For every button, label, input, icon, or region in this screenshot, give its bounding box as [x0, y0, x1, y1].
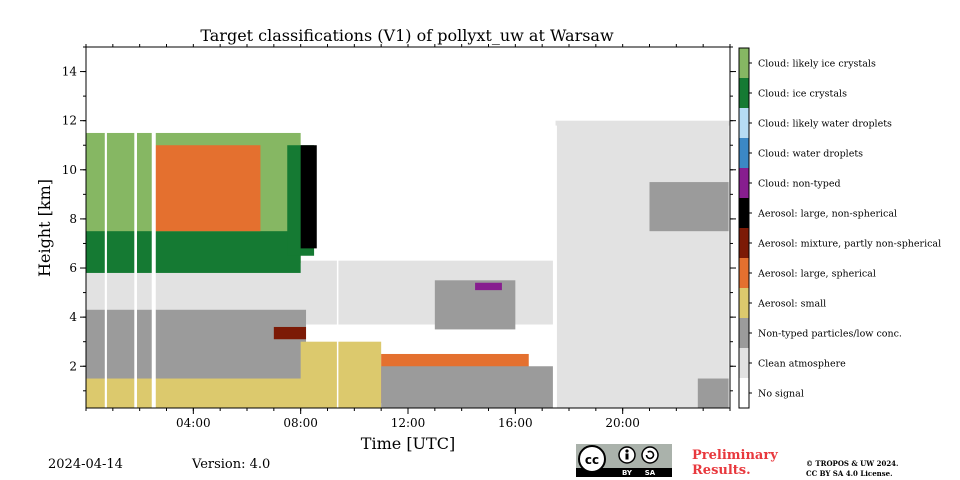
class-region-8 [300, 341, 382, 408]
colorbar-class-label: Cloud: water droplets [758, 149, 863, 160]
copyright-note: © TROPOS & UW 2024. CC BY SA 4.0 License… [806, 459, 899, 479]
class-region-14 [697, 378, 730, 408]
class-region-5 [153, 145, 261, 232]
date-label: 2024-04-14 [48, 457, 123, 472]
class-colorbar: Cloud: likely ice crystals Cloud: ice cry… [738, 47, 941, 409]
classification-detail-layer [104, 125, 731, 409]
no-signal-gap-2 [151, 125, 156, 409]
colorbar-class-label: Aerosol: large, spherical [757, 269, 876, 280]
x-tick-label: 12:00 [391, 416, 426, 430]
colorbar-class-label: Aerosol: small [757, 299, 826, 310]
no-signal-gap-1 [134, 125, 137, 409]
x-tick-label: 08:00 [283, 416, 318, 430]
copyright-line-1: © TROPOS & UW 2024. [806, 459, 899, 468]
by-label: BY [622, 469, 633, 477]
colorbar-class-label: Aerosol: mixture, partly non-spherical [757, 239, 941, 250]
colorbar-class-label: Clean atmosphere [758, 359, 846, 370]
colorbar-class-label: Aerosol: large, non-spherical [757, 209, 897, 220]
preliminary-results-note: Preliminary Results. [692, 448, 778, 478]
sa-label: SA [645, 469, 656, 477]
colorbar-segment [739, 198, 749, 228]
mixture-aerosol-band [273, 326, 307, 340]
x-tick-label: 04:00 [176, 416, 211, 430]
cc-license-badge: cc BY SA [576, 444, 672, 477]
y-tick-label: 4 [69, 310, 77, 324]
class-region-10 [381, 366, 553, 408]
y-tick-label: 14 [62, 65, 78, 79]
no-signal-gap-0 [104, 125, 107, 409]
y-tick-label: 2 [69, 359, 77, 373]
cc-icon-label: cc [585, 453, 599, 467]
colorbar-frame [738, 47, 750, 409]
x-tick-label: 20:00 [605, 416, 640, 430]
class-region-4 [86, 231, 301, 273]
y-tick-label: 6 [69, 261, 77, 275]
y-tick-label: 10 [62, 163, 77, 177]
colorbar-segment [739, 318, 749, 348]
no-signal-gap-3 [336, 125, 339, 409]
colorbar-class-label: Cloud: non-typed [758, 179, 841, 190]
colorbar-segment [739, 168, 749, 198]
copyright-line-2: CC BY SA 4.0 License. [806, 469, 893, 478]
chart-title: Target classifications (V1) of pollyxt_u… [200, 26, 614, 45]
no-signal-gap-5 [728, 125, 731, 409]
x-tick-label: 16:00 [498, 416, 533, 430]
class-region-13 [649, 182, 730, 232]
colorbar-segment [739, 48, 749, 78]
x-axis: 04:00 08:00 12:00 16:00 20:00 [85, 44, 731, 430]
y-axis: 2 4 6 8 10 12 14 [62, 46, 736, 392]
colorbar-segment [739, 78, 749, 108]
y-tick-label: 12 [62, 114, 77, 128]
no-signal-gap-4 [553, 125, 557, 409]
colorbar-class-label: Cloud: likely ice crystals [758, 59, 876, 70]
colorbar-segment [739, 288, 749, 318]
class-region-1 [86, 309, 307, 391]
colorbar-segment [739, 228, 749, 258]
class-region-12 [555, 120, 730, 409]
preliminary-line-2: Results. [692, 463, 751, 478]
colorbar-segment [739, 138, 749, 168]
colorbar-segment [739, 348, 749, 378]
classification-data-layer [86, 120, 730, 409]
non-typed-cloud-patch [475, 282, 502, 291]
preliminary-line-1: Preliminary [692, 448, 778, 463]
colorbar-segment [739, 258, 749, 288]
y-axis-label: Height [km] [35, 179, 54, 277]
colorbar-class-label: Non-typed particles/low conc. [758, 329, 902, 340]
x-axis-label: Time [UTC] [361, 434, 455, 453]
share-alike-icon [641, 446, 659, 464]
colorbar-class-label: Cloud: ice crystals [758, 89, 847, 100]
class-region-7 [300, 145, 317, 249]
colorbar-class-label: Cloud: likely water droplets [758, 119, 892, 130]
version-label: Version: 4.0 [192, 457, 271, 472]
y-tick-label: 8 [69, 212, 77, 226]
colorbar-class-label: No signal [758, 389, 804, 400]
colorbar-segment [739, 378, 749, 408]
colorbar-segment [739, 108, 749, 138]
cc-icon [578, 445, 606, 473]
